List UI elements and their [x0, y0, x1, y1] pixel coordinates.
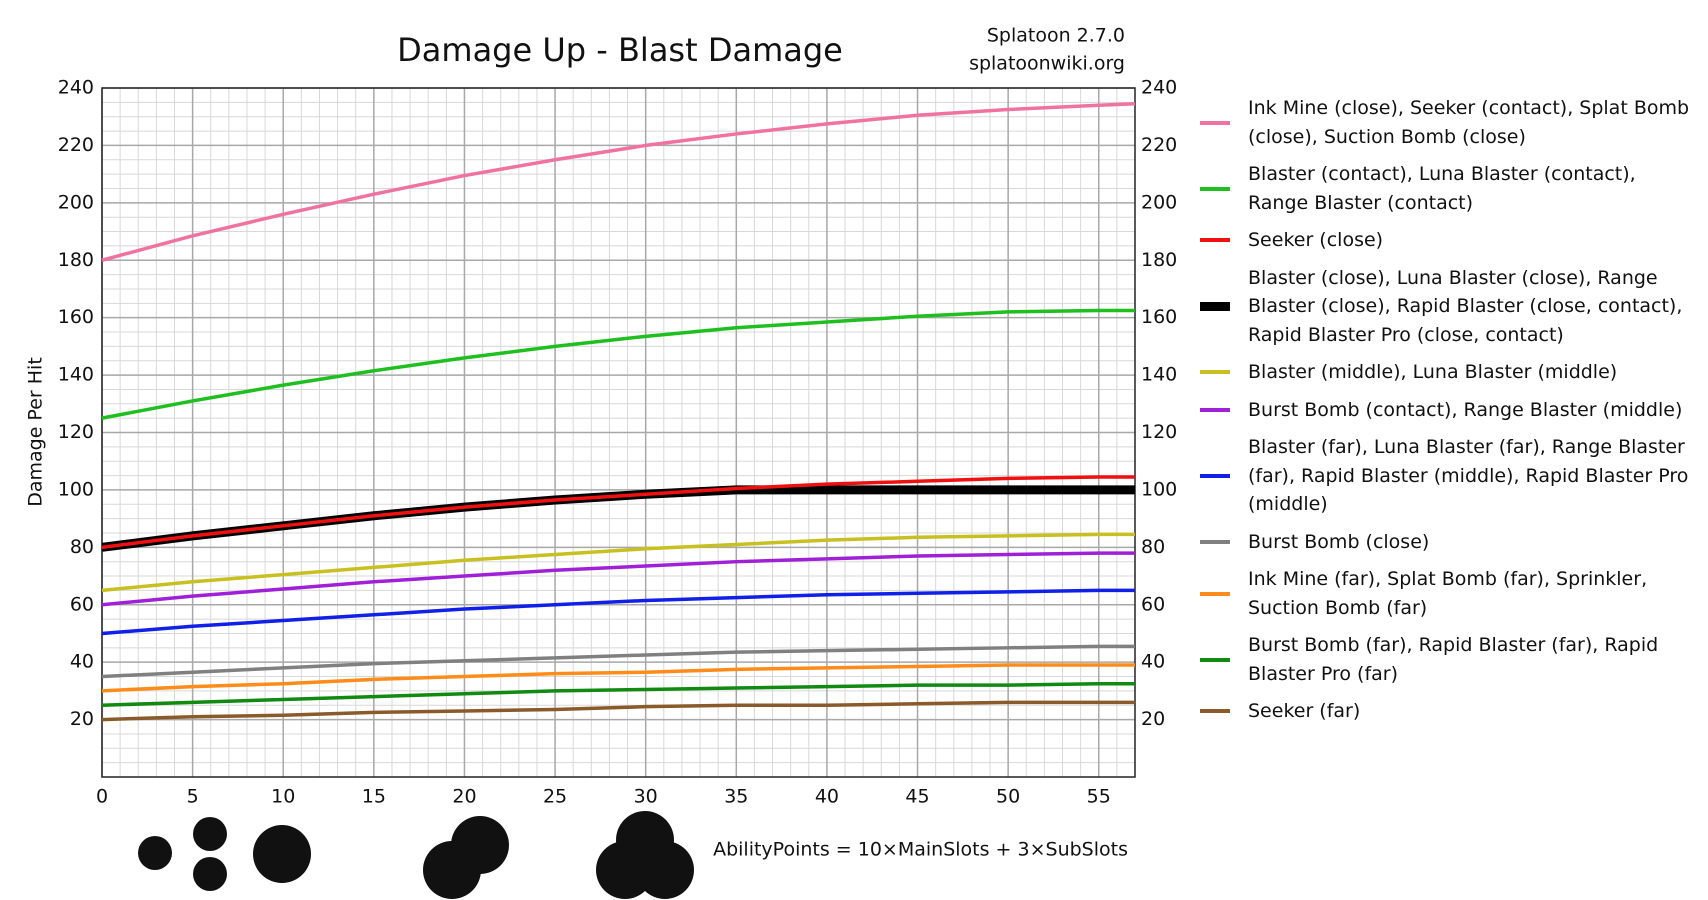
- legend-item: Blaster (contact), Luna Blaster (contact…: [1200, 160, 1700, 217]
- y-tick-label: 160: [58, 306, 94, 328]
- source-note: splatoonwiki.org: [969, 53, 1125, 75]
- x-tick-label: 35: [724, 786, 748, 808]
- x-tick-label: 30: [634, 786, 658, 808]
- y-tick-label: 40: [70, 651, 94, 673]
- y2-tick-label: 20: [1141, 708, 1165, 730]
- y2-tick-label: 240: [1141, 77, 1177, 99]
- legend-item: Ink Mine (far), Splat Bomb (far), Sprink…: [1200, 565, 1700, 622]
- y2-tick-label: 100: [1141, 478, 1177, 500]
- series-line: [101, 475, 1135, 550]
- legend-label: Blaster (close), Luna Blaster (close), R…: [1248, 266, 1683, 346]
- legend-label: Burst Bomb (far), Rapid Blaster (far), R…: [1248, 634, 1659, 685]
- ability-icons: [138, 811, 694, 899]
- y-tick-label: 140: [58, 364, 94, 386]
- y-tick-label: 60: [70, 593, 94, 615]
- legend-swatch: [1200, 473, 1230, 478]
- formula-note: AbilityPoints = 10×MainSlots + 3×SubSlot…: [713, 839, 1128, 861]
- legend: Ink Mine (close), Seeker (contact), Spla…: [1200, 94, 1700, 726]
- y2-tick-label: 40: [1141, 651, 1165, 673]
- legend-swatch: [1200, 591, 1230, 596]
- legend-swatch: [1200, 539, 1230, 544]
- plot-frame: [101, 87, 1136, 778]
- y-tick-label: 100: [58, 478, 94, 500]
- legend-label: Burst Bomb (close): [1248, 530, 1430, 553]
- legend-swatch: [1200, 407, 1230, 412]
- y-axis-label: Damage Per Hit: [25, 357, 47, 507]
- legend-swatch: [1200, 238, 1230, 243]
- series-line: [101, 681, 1135, 707]
- y-tick-label: 200: [58, 191, 94, 213]
- legend-item: Blaster (close), Luna Blaster (close), R…: [1200, 264, 1700, 350]
- series-line: [101, 102, 1136, 262]
- y-tick-label: 20: [70, 708, 94, 730]
- legend-item: Blaster (middle), Luna Blaster (middle): [1200, 358, 1700, 387]
- series-line: [101, 663, 1135, 693]
- legend-swatch: [1200, 709, 1230, 714]
- series-line: [101, 644, 1135, 679]
- legend-swatch: [1200, 120, 1230, 125]
- legend-swatch: [1200, 301, 1230, 311]
- legend-label: Ink Mine (far), Splat Bomb (far), Sprink…: [1248, 568, 1648, 619]
- y-tick-label: 80: [70, 536, 94, 558]
- legend-swatch: [1200, 370, 1230, 375]
- y2-tick-label: 220: [1141, 134, 1177, 156]
- series-line: [101, 532, 1135, 593]
- version-note: Splatoon 2.7.0: [987, 25, 1125, 47]
- y2-tick-label: 60: [1141, 593, 1165, 615]
- legend-swatch: [1200, 657, 1230, 662]
- x-tick-label: 0: [96, 786, 108, 808]
- x-tick-label: 50: [996, 786, 1020, 808]
- x-tick-label: 40: [815, 786, 839, 808]
- legend-item: Burst Bomb (far), Rapid Blaster (far), R…: [1200, 631, 1700, 688]
- series-line: [101, 308, 1135, 420]
- y2-tick-label: 80: [1141, 536, 1165, 558]
- legend-item: Seeker (close): [1200, 226, 1700, 255]
- series-line: [101, 551, 1135, 607]
- y2-tick-label: 120: [1141, 421, 1177, 443]
- x-tick-label: 55: [1087, 786, 1111, 808]
- x-tick-label: 45: [905, 786, 929, 808]
- legend-swatch: [1200, 186, 1230, 191]
- y2-tick-label: 180: [1141, 249, 1177, 271]
- chart-title: Damage Up - Blast Damage: [397, 31, 843, 69]
- y-tick-label: 220: [58, 134, 94, 156]
- legend-item: Burst Bomb (close): [1200, 528, 1700, 557]
- legend-item: Burst Bomb (contact), Range Blaster (mid…: [1200, 396, 1700, 425]
- legend-label: Blaster (far), Luna Blaster (far), Range…: [1248, 436, 1689, 515]
- x-tick-label: 10: [271, 786, 295, 808]
- y2-tick-label: 200: [1141, 191, 1177, 213]
- legend-item: Blaster (far), Luna Blaster (far), Range…: [1200, 433, 1700, 519]
- series-line: [101, 700, 1135, 722]
- x-tick-label: 15: [362, 786, 386, 808]
- y2-tick-label: 140: [1141, 364, 1177, 386]
- legend-item: Seeker (far): [1200, 697, 1700, 726]
- legend-label: Seeker (close): [1248, 229, 1384, 251]
- legend-label: Blaster (middle), Luna Blaster (middle): [1248, 361, 1618, 383]
- y2-tick-label: 160: [1141, 306, 1177, 328]
- series-line: [101, 588, 1135, 636]
- y-tick-label: 240: [58, 77, 94, 99]
- x-tick-label: 5: [187, 786, 199, 808]
- legend-label: Burst Bomb (contact), Range Blaster (mid…: [1248, 398, 1683, 421]
- legend-label: Blaster (contact), Luna Blaster (contact…: [1248, 163, 1636, 214]
- x-tick-label: 25: [543, 786, 567, 808]
- x-tick-label: 20: [452, 786, 476, 808]
- legend-label: Ink Mine (close), Seeker (contact), Spla…: [1248, 97, 1690, 148]
- y-tick-label: 180: [58, 249, 94, 271]
- y-tick-label: 120: [58, 421, 94, 443]
- legend-label: Seeker (far): [1248, 700, 1361, 722]
- legend-item: Ink Mine (close), Seeker (contact), Spla…: [1200, 94, 1700, 151]
